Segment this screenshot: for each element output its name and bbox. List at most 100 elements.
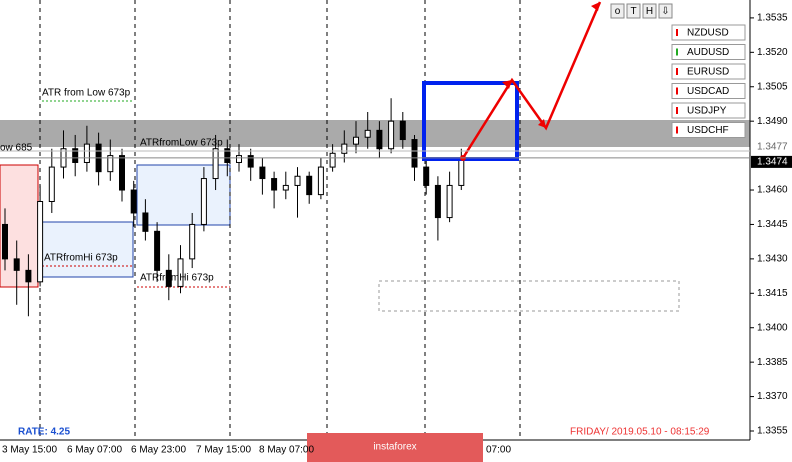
candle-body	[364, 129, 371, 138]
session-lines	[39, 0, 521, 440]
zone-box	[39, 221, 134, 278]
watermark-box	[307, 433, 483, 462]
x-tick-label: 07:00	[486, 445, 511, 456]
candle-body	[200, 178, 207, 225]
candle-body	[423, 166, 430, 186]
candle-body	[107, 155, 114, 173]
symbol-button[interactable]	[671, 122, 746, 138]
symbol-button[interactable]	[671, 102, 746, 119]
y-tick-label: 1.3385	[757, 357, 788, 368]
watermark: instaforex	[373, 442, 416, 453]
candle-body	[236, 155, 242, 163]
candle-body	[271, 178, 278, 191]
candle-body	[2, 223, 8, 260]
x-tick-label: 6 May 07:00	[67, 445, 122, 456]
candle-body	[458, 157, 465, 186]
candle-body	[434, 184, 441, 219]
symbol-label[interactable]: USDJPY	[687, 106, 727, 117]
annotation: ow 685	[0, 143, 33, 154]
candle-body	[119, 155, 125, 191]
y-tick-label: 1.3400	[757, 322, 788, 333]
candle-body	[294, 175, 301, 186]
toolbar-button[interactable]	[626, 3, 641, 19]
candle-body	[306, 175, 313, 196]
candle-body	[353, 136, 359, 145]
symbol-button[interactable]	[671, 83, 746, 99]
x-tick-label: 8 May 07:00	[259, 445, 314, 456]
candle-body	[83, 143, 90, 163]
toolbar-button-label[interactable]: H	[646, 6, 653, 17]
symbol-button[interactable]	[671, 24, 746, 41]
candle-body	[177, 258, 184, 287]
candle-body	[399, 120, 406, 141]
toolbar-button-label[interactable]: o	[615, 6, 621, 17]
symbol-marker	[676, 48, 678, 56]
symbol-label[interactable]: USDCHF	[687, 125, 729, 136]
timestamp: FRIDAY/ 2019.05.10 - 08:15:29	[570, 427, 710, 438]
candle-body	[13, 258, 20, 271]
zone-band	[0, 120, 750, 147]
y-tick-label: 1.3535	[757, 13, 788, 24]
y-tick-label: 1.3445	[757, 219, 788, 230]
candle-body	[259, 166, 266, 180]
symbol-label[interactable]: NZDUSD	[687, 28, 729, 39]
candle-body	[446, 184, 453, 219]
zone-box	[378, 280, 680, 312]
annotation: ATRfromHi 673p	[140, 273, 214, 284]
candle-body	[317, 166, 324, 196]
symbol-marker	[676, 126, 678, 134]
candle-body	[224, 148, 231, 163]
y-tick-label: 1.3415	[757, 288, 788, 299]
price-label: 1.3474	[757, 157, 788, 168]
symbol-marker	[676, 68, 678, 75]
symbol-button[interactable]	[671, 44, 746, 60]
candle-body	[154, 230, 161, 271]
candle-body	[247, 155, 254, 168]
x-tick-label: 6 May 23:00	[131, 445, 186, 456]
candle-body	[376, 129, 383, 150]
price-label: 1.3477	[757, 142, 788, 153]
candle-body	[411, 139, 418, 168]
symbol-list: NZDUSD AUDUSD EURUSD USDCAD USDJPY USDCHF	[671, 24, 746, 138]
y-tick-label: 1.3520	[757, 47, 788, 58]
toolbar-button[interactable]	[642, 3, 657, 19]
toolbar-button[interactable]	[610, 3, 625, 19]
candle-body	[25, 269, 32, 283]
candle-body	[329, 152, 336, 168]
symbol-marker	[676, 107, 678, 114]
symbol-marker	[676, 29, 678, 36]
arrow-heads	[460, 2, 600, 161]
rate: RATE: 4.25	[18, 427, 70, 438]
symbol-label[interactable]: AUDUSD	[687, 47, 729, 58]
candle-body	[388, 120, 395, 150]
annotation: ATRfromLow 673p	[140, 138, 223, 149]
toolbar-button-label[interactable]: ⇩	[661, 6, 669, 17]
annotation: ATR from Low 673p	[42, 88, 131, 99]
x-tick-label: 3 May 15:00	[2, 445, 57, 456]
symbol-label[interactable]: EURUSD	[687, 67, 729, 78]
forecast-arrow	[461, 1, 602, 159]
symbol-button[interactable]	[671, 63, 746, 80]
toolbar-button-label[interactable]: T	[630, 6, 636, 17]
toolbar-button[interactable]	[658, 3, 673, 19]
y-tick-label: 1.3355	[757, 426, 788, 437]
candle-body	[72, 148, 79, 163]
y-tick-label: 1.3490	[757, 116, 788, 127]
symbol-label[interactable]: USDCAD	[687, 86, 729, 97]
candle-body	[37, 201, 44, 283]
candle-body	[165, 269, 172, 287]
candle-body	[212, 148, 219, 180]
target-box	[422, 81, 519, 161]
y-tick-label: 1.3430	[757, 254, 788, 265]
toolbar: o T H ⇩	[610, 3, 673, 19]
candle-body	[48, 166, 55, 203]
y-tick-label: 1.3370	[757, 391, 788, 402]
y-tick-label: 1.3460	[757, 185, 788, 196]
candle-body	[142, 212, 149, 232]
y-tick-label: 1.3505	[757, 81, 788, 92]
candle-body	[341, 143, 348, 154]
price-tag	[751, 155, 792, 168]
candle-body	[282, 184, 289, 191]
candle-body	[130, 189, 137, 214]
